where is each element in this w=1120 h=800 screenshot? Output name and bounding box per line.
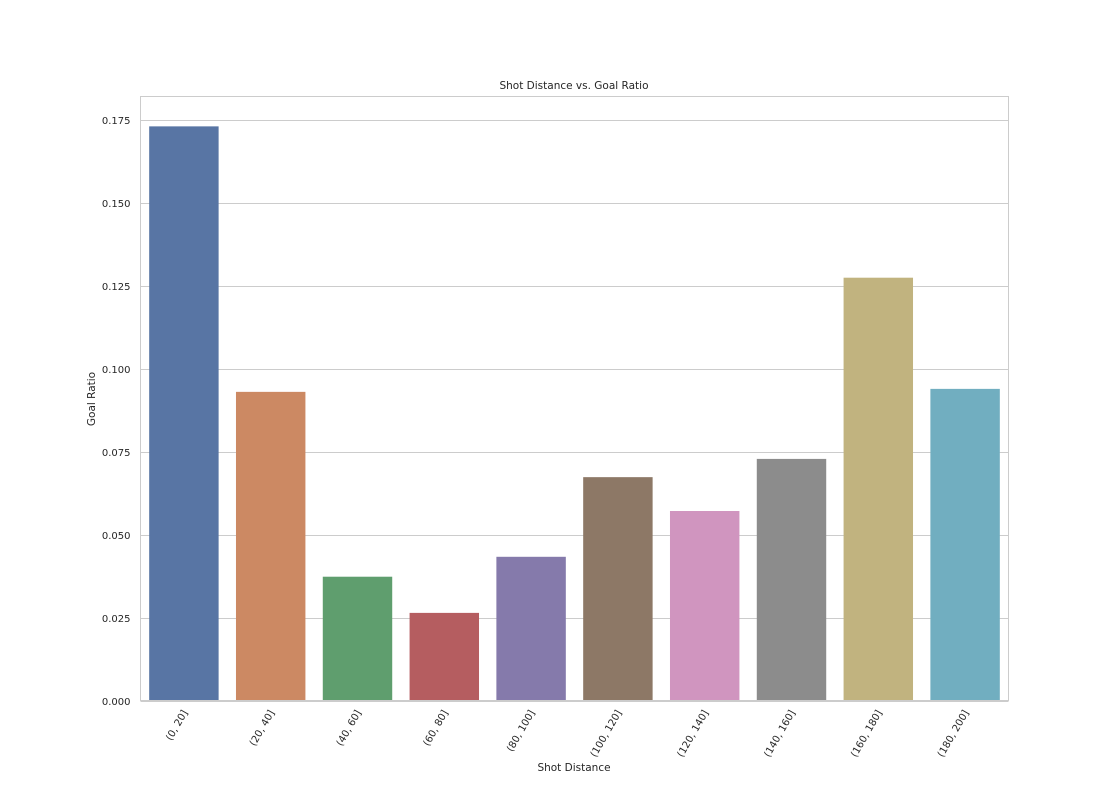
y-tick-label: 0.175 (102, 116, 131, 127)
x-tick-label: (140, 160] (762, 708, 798, 759)
x-tick-label: (100, 120] (589, 708, 625, 759)
bar (843, 277, 914, 701)
bar (583, 477, 653, 701)
x-tick-label: (0, 20] (164, 708, 190, 742)
y-tick-label: 0.150 (102, 199, 131, 210)
y-axis-label: Goal Ratio (86, 372, 98, 426)
y-tick-label: 0.000 (102, 697, 131, 708)
y-tick-label: 0.100 (102, 365, 131, 376)
bar (149, 126, 219, 701)
bar (756, 458, 827, 701)
bar (930, 388, 1000, 701)
bar (235, 391, 306, 701)
x-axis-label: Shot Distance (537, 762, 610, 774)
x-tick-label: (180, 200] (936, 708, 972, 759)
y-tick-labels: 0.000 0.025 0.050 0.075 0.100 0.125 0.150 0.175 (102, 116, 131, 708)
x-tick-label: (40, 60] (335, 708, 364, 748)
x-tick-label: (80, 100] (505, 708, 538, 753)
y-tick-label: 0.075 (102, 448, 131, 459)
y-tick-label: 0.050 (102, 531, 131, 542)
chart-title: Shot Distance vs. Goal Ratio (499, 80, 648, 92)
bar (322, 576, 393, 701)
plot-frame (140, 96, 1009, 701)
x-tick-label: (160, 180] (849, 708, 885, 759)
x-tick-label: (20, 40] (248, 708, 277, 748)
bar (496, 556, 566, 701)
x-tick-label: (60, 80] (422, 708, 451, 748)
y-tick-label: 0.025 (102, 614, 131, 625)
y-tick-label: 0.125 (102, 282, 131, 293)
bar (669, 511, 740, 701)
bar (409, 612, 480, 701)
x-tick-labels: (0, 20] (20, 40] (40, 60] (60, 80] (80, 100]… (164, 708, 971, 759)
x-tick-label: (120, 140] (676, 708, 712, 759)
bars (149, 126, 1000, 701)
